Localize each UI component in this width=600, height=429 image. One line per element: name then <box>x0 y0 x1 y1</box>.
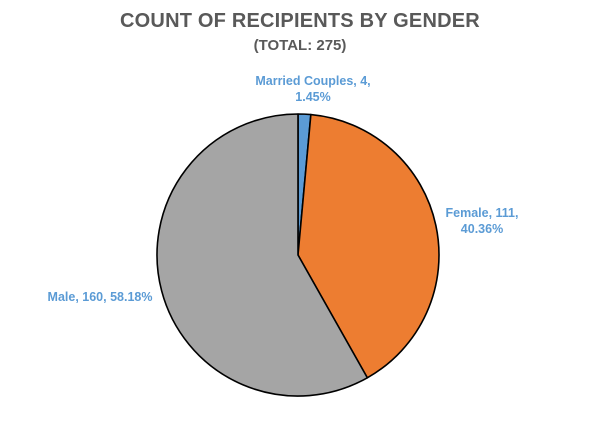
data-label-male: Male, 160, 58.18% <box>48 290 153 304</box>
data-label-female: Female, 111, 40.36% <box>446 206 519 236</box>
pie-slice-male <box>156 113 369 397</box>
chart-title: COUNT OF RECIPIENTS BY GENDER <box>120 10 480 32</box>
pie-slice-female <box>297 113 440 379</box>
chart-subtitle: (TOTAL: 275) <box>253 37 347 54</box>
data-label-married-couples: Married Couples, 4, 1.45% <box>255 74 370 104</box>
